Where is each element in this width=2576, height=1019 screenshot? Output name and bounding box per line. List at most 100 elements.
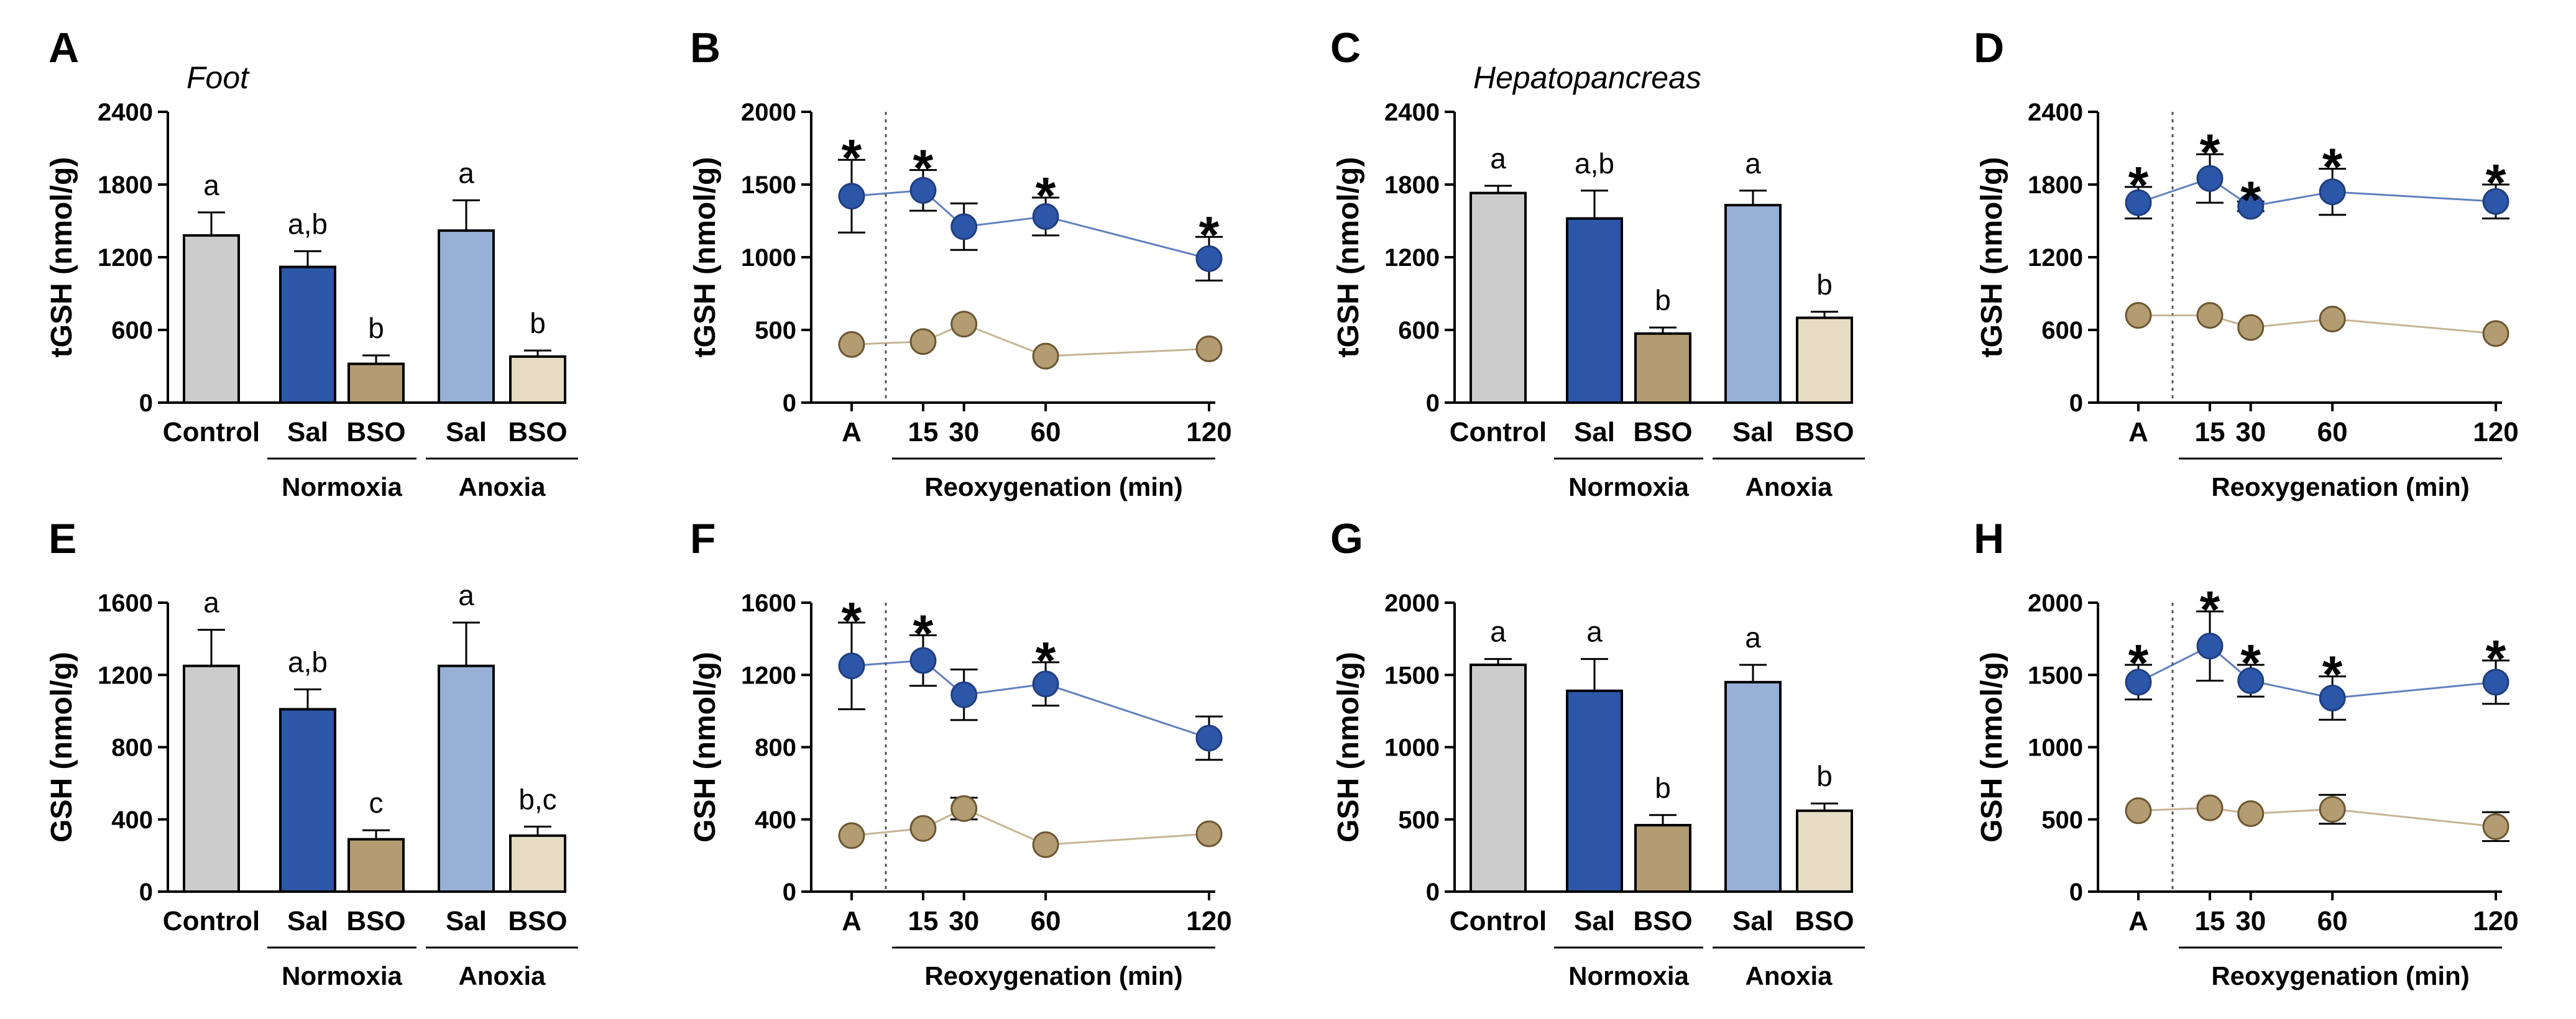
y-tick-label: 1500 bbox=[1384, 662, 1440, 689]
x-tick-label: 15 bbox=[908, 417, 939, 447]
series-bso bbox=[2125, 302, 2509, 347]
y-tick-label: 0 bbox=[139, 879, 153, 906]
significance-star: * bbox=[2240, 170, 2261, 229]
panel-a: A Foot tGSH (nmol/g) 0 600 1200 1800 2400 a Contr… bbox=[45, 24, 578, 501]
y-tick-label: 1500 bbox=[2028, 662, 2083, 689]
y-tick-label: 800 bbox=[111, 734, 153, 762]
data-point bbox=[838, 183, 865, 210]
significance-letter: b,c bbox=[518, 783, 556, 815]
series-line bbox=[851, 189, 1210, 260]
y-tick-label: 0 bbox=[2069, 390, 2083, 417]
series-sal: * * * * bbox=[838, 129, 1223, 281]
y-tick-label: 400 bbox=[755, 807, 796, 834]
data-point bbox=[2319, 684, 2346, 711]
y-tick-label: 1000 bbox=[2028, 734, 2083, 762]
data-point bbox=[1032, 203, 1059, 230]
significance-star: * bbox=[2322, 138, 2343, 196]
panel-e: E GSH (nmol/g) 0 400 800 1200 1600 a Control a,b S… bbox=[45, 515, 578, 990]
x-tick-label: Sal bbox=[446, 906, 487, 936]
significance-letter: a bbox=[458, 157, 474, 189]
panel-c: C Hepatopancreas tGSH (nmol/g) 0 600 1200 1800… bbox=[1330, 24, 1865, 501]
significance-star: * bbox=[2240, 634, 2261, 692]
x-tick-label: 15 bbox=[2195, 906, 2225, 936]
x-tick-label: Control bbox=[1450, 906, 1547, 936]
group-label: Normoxia bbox=[1568, 472, 1689, 501]
x-axis-label: Reoxygenation (min) bbox=[2211, 472, 2469, 501]
bar bbox=[438, 229, 495, 404]
y-tick-label: 800 bbox=[755, 734, 796, 762]
bar bbox=[438, 664, 495, 893]
series-bso bbox=[838, 311, 1223, 370]
data-point bbox=[909, 647, 937, 674]
x-tick-label: Control bbox=[163, 417, 260, 447]
significance-letter: a bbox=[458, 579, 474, 611]
data-point bbox=[950, 213, 978, 240]
y-tick-label: 1200 bbox=[98, 662, 153, 689]
group-label: Anoxia bbox=[458, 472, 546, 501]
data-point bbox=[1032, 831, 1059, 858]
data-point bbox=[909, 328, 937, 355]
x-tick-label: A bbox=[842, 906, 862, 936]
y-tick-label: 600 bbox=[2041, 317, 2083, 344]
x-tick-label: A bbox=[2128, 906, 2148, 936]
panel-g: G GSH (nmol/g) 0 500 1000 1500 2000 a Control a Sa… bbox=[1330, 515, 1865, 990]
y-tick-label: 0 bbox=[2069, 879, 2083, 906]
data-point bbox=[2482, 669, 2509, 696]
data-point bbox=[2482, 320, 2509, 347]
significance-star: * bbox=[2486, 153, 2506, 212]
data-point bbox=[2319, 178, 2346, 206]
data-point bbox=[2196, 165, 2224, 192]
x-tick-label: 120 bbox=[1186, 417, 1231, 447]
x-tick-label: 120 bbox=[2473, 417, 2518, 447]
panel-label: G bbox=[1330, 515, 1363, 562]
significance-star: * bbox=[842, 592, 862, 650]
significance-star: * bbox=[2128, 634, 2149, 692]
bar bbox=[1566, 689, 1623, 893]
y-tick-label: 2400 bbox=[98, 99, 153, 126]
data-point bbox=[2196, 633, 2224, 660]
significance-letter: a,b bbox=[288, 208, 328, 240]
significance-letter: a bbox=[203, 587, 219, 619]
y-tick-label: 1800 bbox=[1384, 171, 1440, 199]
data-point bbox=[838, 652, 865, 680]
x-tick-label: 60 bbox=[1031, 417, 1061, 447]
series-bso bbox=[2125, 793, 2509, 843]
series-sal: * * * * * bbox=[2125, 123, 2509, 229]
bar bbox=[1566, 217, 1623, 404]
x-tick-label: Sal bbox=[287, 417, 328, 447]
y-tick-label: 2000 bbox=[2028, 590, 2083, 617]
bar bbox=[1724, 680, 1782, 893]
series-line bbox=[2138, 644, 2496, 699]
bar bbox=[279, 265, 336, 404]
y-axis-label: GSH (nmol/g) bbox=[1332, 652, 1365, 843]
data-point bbox=[950, 681, 978, 708]
y-tick-label: 500 bbox=[1398, 807, 1440, 834]
significance-letter: a bbox=[1490, 142, 1506, 175]
panel-label: H bbox=[1974, 515, 2004, 562]
y-tick-label: 600 bbox=[111, 317, 153, 344]
data-point bbox=[2125, 189, 2152, 216]
x-tick-label: Sal bbox=[1732, 906, 1773, 936]
series-line bbox=[2138, 807, 2496, 828]
series-line bbox=[851, 807, 1210, 846]
data-point bbox=[1195, 245, 1223, 272]
significance-star: * bbox=[2200, 580, 2220, 639]
x-tick-label: BSO bbox=[508, 417, 567, 447]
significance-star: * bbox=[913, 604, 934, 662]
x-tick-label: 15 bbox=[908, 906, 939, 936]
x-tick-label: 30 bbox=[2235, 417, 2266, 447]
x-tick-label: 60 bbox=[2317, 417, 2348, 447]
x-tick-label: BSO bbox=[1795, 906, 1854, 936]
x-tick-label: BSO bbox=[346, 906, 405, 936]
data-point bbox=[1195, 335, 1223, 362]
data-point bbox=[1032, 670, 1059, 698]
bar bbox=[1796, 316, 1853, 404]
bar bbox=[509, 355, 566, 404]
y-tick-label: 0 bbox=[783, 390, 796, 417]
y-axis-label: GSH (nmol/g) bbox=[689, 652, 722, 843]
y-tick-label: 1200 bbox=[2028, 244, 2083, 272]
group-label: Anoxia bbox=[1745, 472, 1833, 501]
group-label: Normoxia bbox=[282, 472, 402, 501]
panel-h: H GSH (nmol/g) 0 500 1000 1500 2000 A 15 30 60 120R… bbox=[1974, 515, 2519, 990]
x-tick-label: BSO bbox=[508, 906, 567, 936]
